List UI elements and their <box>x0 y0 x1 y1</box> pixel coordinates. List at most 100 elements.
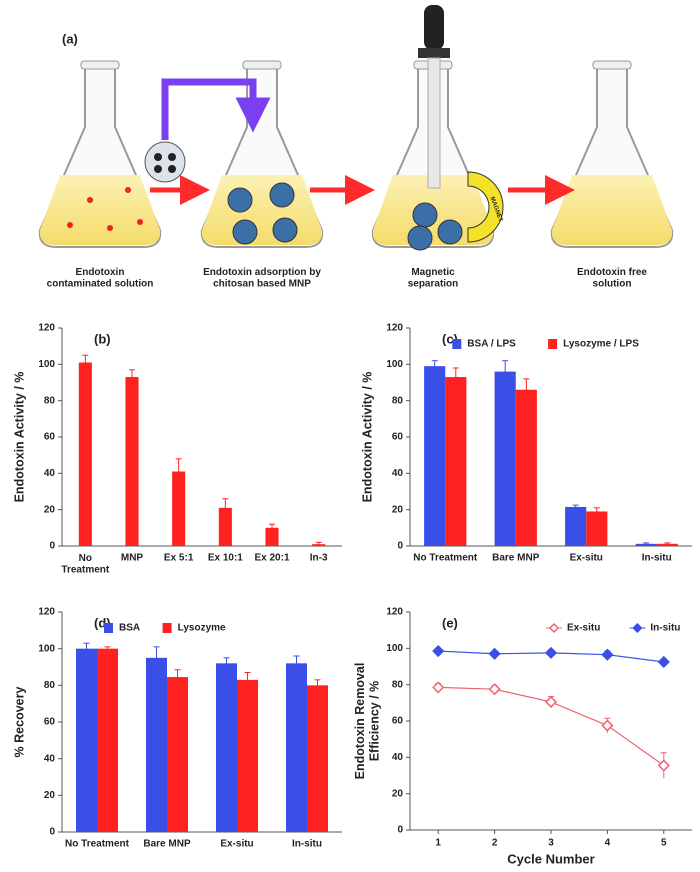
y-tick-label: 60 <box>44 432 56 443</box>
x-tick-label: 4 <box>605 838 611 849</box>
y-tick-label: 20 <box>392 788 404 799</box>
legend-label: In-situ <box>650 623 680 634</box>
bar <box>515 389 537 546</box>
bar <box>494 371 516 546</box>
y-tick-label: 100 <box>38 643 55 654</box>
legend-swatch <box>104 623 113 633</box>
bar <box>237 679 258 832</box>
y-tick-label: 20 <box>44 504 56 515</box>
y-tick-label: 120 <box>38 607 55 618</box>
y-tick-label: 40 <box>44 753 56 764</box>
y-axis-label: Endotoxin Activity / % <box>360 372 374 503</box>
legend-marker <box>632 622 643 634</box>
legend-label: Lysozyme / LPS <box>563 339 639 350</box>
legend-swatch <box>548 339 558 349</box>
panel-label: (e) <box>442 615 458 630</box>
marker <box>657 759 670 772</box>
x-tick-label: No Treatment <box>61 553 109 576</box>
legend-swatch <box>162 623 172 633</box>
bar <box>218 507 232 546</box>
bar <box>167 677 188 832</box>
y-tick-label: 0 <box>397 825 403 836</box>
x-axis-label: Cycle Number <box>507 851 594 866</box>
y-tick-label: 60 <box>44 717 56 728</box>
marker <box>601 719 614 732</box>
y-axis-label: Endotoxin Activity / % <box>12 372 26 503</box>
step-label: Endotoxin contaminated solution <box>47 267 154 290</box>
bar <box>286 663 307 832</box>
x-tick-label: In-situ <box>642 553 672 564</box>
x-tick-label: In-situ <box>292 839 322 850</box>
legend-label: Lysozyme <box>178 623 226 634</box>
bar <box>125 377 139 546</box>
x-tick-label: Ex 5:1 <box>164 553 194 564</box>
bar <box>146 657 167 832</box>
y-tick-label: 60 <box>392 432 404 443</box>
x-tick-label: No Treatment <box>65 839 130 850</box>
flask <box>38 60 162 248</box>
step-label: Endotoxin adsorption by chitosan based MN… <box>203 267 321 290</box>
diagram: (a) MAGNET Endotoxin contaminated solutio… <box>38 5 674 290</box>
magnet <box>467 171 504 243</box>
y-tick-label: 120 <box>386 323 403 334</box>
flask <box>550 60 674 248</box>
y-tick-label: 120 <box>38 323 55 334</box>
bar <box>265 527 279 546</box>
mnp <box>227 182 463 251</box>
y-tick-label: 20 <box>44 790 56 801</box>
y-tick-label: 40 <box>392 752 404 763</box>
legend-swatch <box>452 339 462 349</box>
y-tick-label: 80 <box>44 680 56 691</box>
marker <box>432 644 445 658</box>
marker <box>657 655 670 669</box>
marker <box>488 683 501 696</box>
bar <box>656 543 678 546</box>
endotoxin <box>67 187 143 231</box>
bar <box>424 366 446 546</box>
y-tick-label: 40 <box>392 468 404 479</box>
y-tick-label: 40 <box>44 468 56 479</box>
y-tick-label: 120 <box>386 607 403 618</box>
x-tick-label: Ex 20:1 <box>254 553 289 564</box>
bar <box>445 377 467 546</box>
bar <box>97 648 118 832</box>
x-tick-label: MNP <box>121 553 144 564</box>
marker <box>601 648 614 661</box>
y-tick-label: 80 <box>392 679 404 690</box>
x-tick-label: 1 <box>435 838 441 849</box>
y-tick-label: 80 <box>44 395 56 406</box>
y-tick-label: 0 <box>397 541 403 552</box>
dropper <box>418 5 450 189</box>
x-tick-label: 5 <box>661 838 667 849</box>
y-tick-label: 60 <box>392 716 404 727</box>
y-tick-label: 0 <box>49 541 55 552</box>
panel-label: (b) <box>94 331 111 346</box>
flask <box>200 60 324 248</box>
legend-label: BSA <box>119 623 140 634</box>
x-tick-label: In-3 <box>310 553 328 564</box>
y-tick-label: 100 <box>38 359 55 370</box>
x-tick-label: Ex 10:1 <box>208 553 243 564</box>
bar <box>635 543 657 546</box>
x-tick-label: Bare MNP <box>143 839 191 850</box>
x-tick-label: No Treatment <box>413 553 478 564</box>
legend-label: Ex-situ <box>567 623 600 634</box>
y-tick-label: 100 <box>386 643 403 654</box>
x-tick-label: Bare MNP <box>492 553 540 564</box>
bar <box>307 685 328 832</box>
marker <box>488 647 501 660</box>
bar <box>565 506 587 546</box>
marker <box>544 646 558 659</box>
y-tick-label: 0 <box>49 827 55 838</box>
panel-label: (a) <box>62 31 78 46</box>
bar <box>216 663 237 832</box>
x-tick-label: Ex-situ <box>220 839 253 850</box>
legend-label: BSA / LPS <box>467 339 516 350</box>
nanoparticle <box>144 141 186 183</box>
x-tick-label: 2 <box>492 838 498 849</box>
marker <box>432 681 445 694</box>
step-label: Endotoxin free solution <box>577 267 647 290</box>
y-axis-label: Endotoxin RemovalEfficiency / % <box>353 663 381 780</box>
y-tick-label: 100 <box>386 359 403 370</box>
